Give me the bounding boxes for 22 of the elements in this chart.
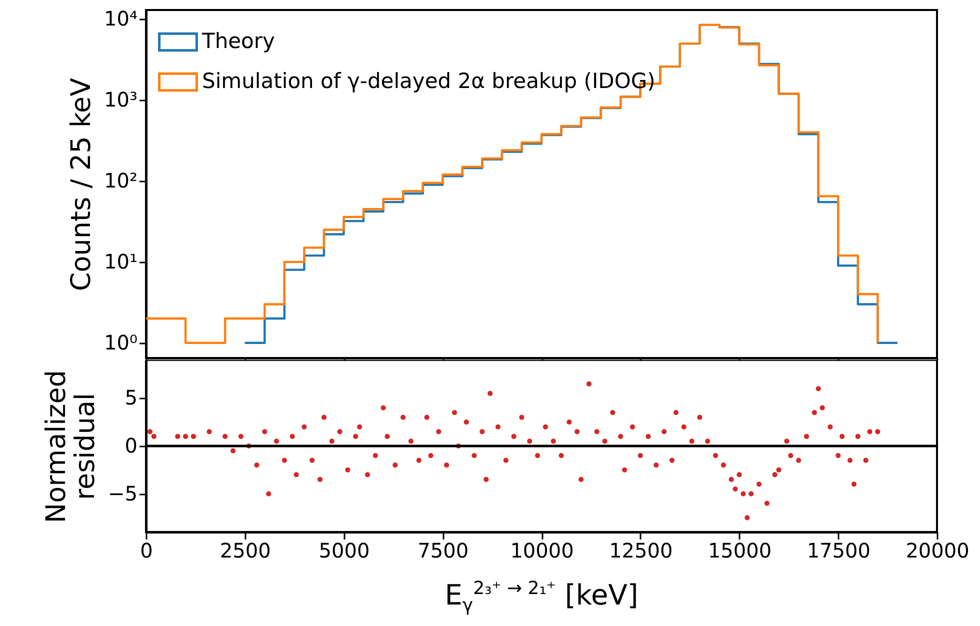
y-tick-label: 10² (104, 168, 138, 193)
y-tick-label: 10⁰ (104, 330, 138, 354)
x-tick-label: 17500 (806, 538, 870, 562)
x-tick-label: 7500 (418, 538, 469, 562)
y-tick-label: −5 (108, 481, 138, 506)
x-tick-label: 20000 (906, 538, 970, 562)
y-axis-title: Normalized residual (41, 370, 102, 524)
y-tick-label: 10⁴ (104, 6, 138, 31)
y-tick-label: 10¹ (104, 249, 138, 274)
x-tick-label: 2500 (220, 538, 271, 562)
legend-label: Simulation of γ-delayed 2α breakup (IDOG) (202, 69, 656, 93)
y-tick-label: 0 (124, 434, 138, 458)
x-tick-label: 12500 (609, 538, 673, 562)
legend-label: Theory (201, 29, 275, 53)
y-axis-title: Counts / 25 keV (66, 77, 98, 292)
x-tick-label: 15000 (708, 538, 772, 562)
x-tick-label: 0 (140, 538, 153, 562)
y-tick-label: 5 (124, 386, 138, 410)
y-tick-label: 10³ (104, 88, 138, 112)
x-tick-label: 10000 (510, 538, 574, 562)
x-axis-title: E$_{γ}$$^{2₃⁺ → 2₁⁺}$ [keV] (444, 578, 640, 616)
x-tick-label: 5000 (318, 538, 370, 562)
